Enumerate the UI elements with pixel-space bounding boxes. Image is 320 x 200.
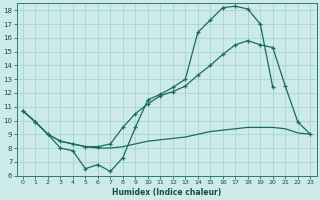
X-axis label: Humidex (Indice chaleur): Humidex (Indice chaleur) [112, 188, 221, 197]
